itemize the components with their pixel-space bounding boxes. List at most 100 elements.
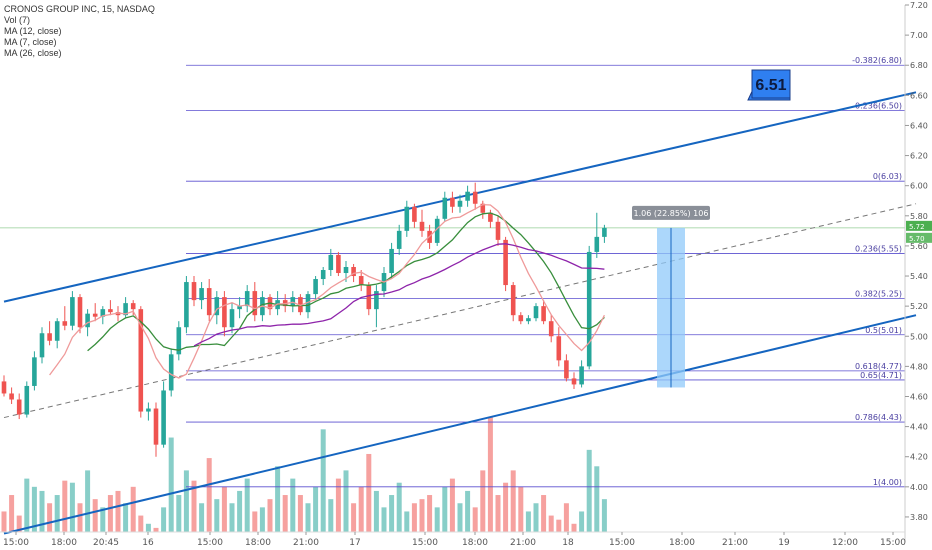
candle-body[interactable] [389,248,394,274]
candle-body[interactable] [305,294,311,313]
x-tick-label: 21:00 [293,538,319,548]
candle-body[interactable] [564,360,569,379]
candle-body[interactable] [579,366,584,385]
fib-level-label: 0.618(4.77) [855,362,902,371]
callout-box[interactable] [751,69,791,99]
candle-body[interactable] [206,288,212,316]
candle-body[interactable] [533,306,539,319]
candle-body[interactable] [442,197,448,219]
volume-bar [510,470,516,532]
volume-bar [168,437,174,532]
price-range-measure: 1.06 (22.85%) 106 [632,205,710,388]
candle-body[interactable] [16,399,22,415]
candle-body[interactable] [161,390,166,445]
candle-body[interactable] [184,282,189,328]
candle-body[interactable] [237,306,242,310]
candle-body[interactable] [222,297,227,328]
x-tick-label: 12:00 [832,538,858,548]
candle-body[interactable] [70,297,75,326]
candle-body[interactable] [24,385,30,415]
candle-body[interactable] [343,266,349,274]
candle-body[interactable] [526,318,531,322]
candle-body[interactable] [123,303,128,316]
channel-lower-line[interactable] [3,314,917,535]
volume-bar [115,490,121,532]
x-tick-label: 17 [349,538,360,548]
volume-bar [275,466,281,532]
candle-body[interactable] [313,279,318,295]
candle-body[interactable] [229,309,235,328]
candle-body[interactable] [419,221,425,231]
candle-body[interactable] [594,236,600,252]
candle-body[interactable] [153,408,159,445]
candle-body[interactable] [115,312,121,316]
candle-body[interactable] [328,254,334,271]
candle-body[interactable] [336,254,341,274]
candle-body[interactable] [396,230,402,249]
candle-body[interactable] [168,354,174,391]
candle-body[interactable] [457,200,463,207]
candle-body[interactable] [412,206,417,222]
candle-body[interactable] [62,321,68,326]
candle-body[interactable] [1,381,7,394]
candle-body[interactable] [404,206,410,231]
candle-body[interactable] [548,321,554,337]
candle-body[interactable] [556,336,562,361]
candle-body[interactable] [495,221,501,240]
candle-body[interactable] [32,357,37,386]
candle-body[interactable] [244,291,250,307]
candle-body[interactable] [366,285,372,310]
y-tick-label: 4.60 [910,392,928,401]
candle-body[interactable] [602,227,607,237]
candle-body[interactable] [191,282,197,301]
candle-body[interactable] [92,313,98,317]
candle-body[interactable] [54,321,60,341]
candle-body[interactable] [138,309,144,412]
volume-bar [465,490,471,532]
callout-annotation: 6.51 [747,69,791,101]
volume-bar [259,507,265,532]
candle-body[interactable] [252,291,258,316]
candle-body[interactable] [39,333,45,358]
candle-body[interactable] [85,313,90,328]
candle-body[interactable] [488,212,493,222]
fib-level-label: 0.5(5.01) [865,326,902,335]
candle-body[interactable] [586,251,592,367]
candle-body[interactable] [374,291,379,310]
volume-bar [373,490,379,532]
candle-body[interactable] [480,203,486,213]
candle-body[interactable] [130,303,136,310]
candle-body[interactable] [351,266,356,277]
candle-body[interactable] [214,297,220,316]
volume-bar [313,486,319,532]
volume-bar [404,511,410,532]
candle-body[interactable] [320,270,326,280]
candle-body[interactable] [358,276,364,286]
candle-body[interactable] [77,297,83,328]
candlesticks [1,182,607,457]
candle-body[interactable] [450,197,455,207]
volume-bar [237,490,243,532]
candle-body[interactable] [465,191,470,201]
candle-body[interactable] [176,327,182,355]
candle-body[interactable] [146,408,151,412]
candle-body[interactable] [472,191,478,204]
candle-body[interactable] [100,309,106,317]
y-tick-label: 6.40 [910,121,928,130]
candle-body[interactable] [9,393,14,400]
candle-body[interactable] [541,306,546,322]
volume-bar [77,503,83,532]
volume-bar [31,486,37,532]
candle-body[interactable] [47,333,52,341]
candle-body[interactable] [503,239,508,286]
candle-body[interactable] [518,315,524,322]
candle-body[interactable] [510,285,516,316]
candle-body[interactable] [290,297,296,307]
candle-body[interactable] [108,309,113,313]
volume-bar [54,495,60,532]
candle-body[interactable] [434,218,440,243]
candle-body[interactable] [571,378,577,385]
candle-body[interactable] [199,288,204,301]
